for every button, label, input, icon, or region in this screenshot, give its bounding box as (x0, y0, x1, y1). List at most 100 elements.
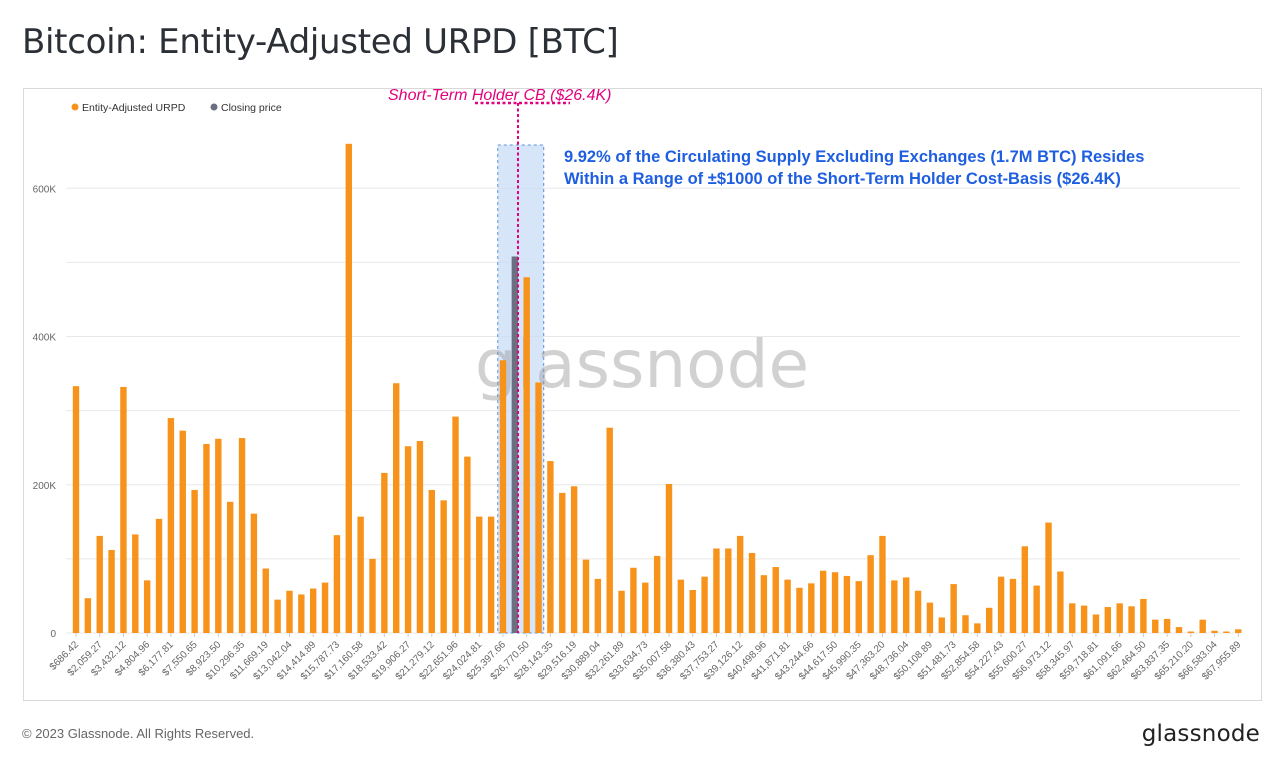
urpd-bar[interactable] (345, 143, 352, 633)
urpd-bar[interactable] (950, 584, 957, 633)
urpd-bar[interactable] (487, 516, 495, 633)
urpd-bar[interactable] (594, 578, 602, 633)
urpd-bar[interactable] (1057, 571, 1064, 633)
urpd-bar[interactable] (986, 607, 993, 633)
urpd-bar[interactable] (1199, 619, 1206, 633)
urpd-bar[interactable] (333, 535, 341, 633)
urpd-bar[interactable] (819, 570, 827, 633)
urpd-bar[interactable] (476, 516, 483, 633)
urpd-bar[interactable] (167, 418, 175, 633)
urpd-bar[interactable] (298, 594, 305, 633)
urpd-bar[interactable] (215, 438, 222, 633)
urpd-bar[interactable] (1235, 629, 1242, 633)
urpd-bar[interactable] (274, 599, 281, 633)
urpd-bar[interactable] (1021, 546, 1028, 633)
urpd-bar[interactable] (1080, 605, 1088, 633)
urpd-bar[interactable] (796, 587, 803, 633)
urpd-bar[interactable] (547, 461, 554, 633)
urpd-bar[interactable] (713, 548, 720, 633)
urpd-bar[interactable] (1045, 522, 1052, 633)
urpd-bar[interactable] (736, 535, 744, 633)
urpd-bar[interactable] (1223, 631, 1230, 633)
urpd-bar[interactable] (772, 567, 779, 633)
urpd-bar[interactable] (1140, 598, 1147, 633)
urpd-bar[interactable] (653, 555, 661, 633)
urpd-bar[interactable] (1152, 619, 1159, 633)
urpd-bar[interactable] (428, 489, 435, 633)
legend-label-closing-price[interactable]: Closing price (221, 102, 282, 114)
urpd-bar[interactable] (203, 444, 210, 633)
urpd-bar[interactable] (914, 590, 922, 633)
urpd-bar[interactable] (1175, 627, 1183, 633)
urpd-bar[interactable] (1163, 618, 1171, 633)
urpd-bar[interactable] (72, 386, 80, 633)
urpd-bar[interactable] (226, 501, 234, 633)
urpd-bar[interactable] (262, 568, 269, 633)
urpd-bar[interactable] (1092, 614, 1100, 633)
urpd-bar[interactable] (108, 549, 115, 633)
urpd-bar[interactable] (523, 277, 530, 633)
urpd-bar[interactable] (238, 438, 246, 633)
urpd-bar[interactable] (499, 360, 507, 633)
urpd-bar[interactable] (831, 572, 839, 633)
urpd-bar[interactable] (665, 484, 673, 633)
urpd-bar[interactable] (760, 575, 768, 633)
urpd-bar[interactable] (310, 588, 317, 633)
urpd-bar[interactable] (357, 516, 364, 633)
urpd-bar[interactable] (642, 582, 649, 633)
urpd-bar[interactable] (143, 580, 151, 633)
urpd-bar[interactable] (286, 590, 293, 633)
legend-label-urpd[interactable]: Entity-Adjusted URPD (82, 102, 186, 114)
urpd-bar[interactable] (1104, 607, 1112, 633)
urpd-bar[interactable] (962, 615, 969, 633)
urpd-bar[interactable] (618, 590, 625, 633)
urpd-bar[interactable] (974, 623, 981, 633)
urpd-bar[interactable] (997, 576, 1005, 633)
urpd-bar[interactable] (250, 513, 258, 633)
urpd-bar[interactable] (606, 427, 613, 633)
urpd-bar[interactable] (440, 500, 447, 633)
urpd-bar[interactable] (84, 598, 92, 633)
urpd-bar[interactable] (1116, 603, 1123, 633)
urpd-bar[interactable] (416, 441, 424, 633)
urpd-bar[interactable] (630, 567, 637, 633)
urpd-bar[interactable] (1009, 578, 1017, 633)
urpd-bar[interactable] (1033, 585, 1040, 633)
urpd-bar[interactable] (393, 383, 400, 633)
urpd-bar[interactable] (855, 581, 862, 633)
urpd-bar[interactable] (784, 579, 791, 633)
urpd-bar[interactable] (891, 580, 898, 633)
urpd-bar[interactable] (903, 577, 910, 633)
urpd-bar[interactable] (725, 548, 732, 633)
urpd-bar[interactable] (879, 535, 886, 633)
urpd-bar[interactable] (701, 576, 708, 633)
urpd-bar[interactable] (570, 486, 578, 633)
closing-price-bar[interactable] (511, 256, 519, 633)
urpd-bar[interactable] (582, 559, 590, 633)
urpd-bar[interactable] (1187, 631, 1195, 633)
urpd-bar[interactable] (132, 534, 139, 633)
urpd-bar[interactable] (808, 583, 815, 633)
urpd-bar[interactable] (748, 552, 756, 633)
urpd-bar[interactable] (1211, 630, 1218, 633)
urpd-bar[interactable] (452, 416, 459, 633)
urpd-bar[interactable] (155, 518, 163, 633)
urpd-bar[interactable] (369, 558, 376, 633)
urpd-bar[interactable] (179, 430, 186, 633)
urpd-bar[interactable] (191, 489, 198, 633)
urpd-bar[interactable] (559, 492, 566, 633)
urpd-bar[interactable] (689, 590, 696, 633)
urpd-bar[interactable] (535, 382, 542, 633)
urpd-bar[interactable] (1128, 606, 1135, 633)
urpd-bar[interactable] (464, 456, 471, 633)
urpd-bar[interactable] (677, 579, 685, 633)
urpd-bar[interactable] (120, 386, 127, 633)
urpd-bar[interactable] (321, 582, 329, 633)
urpd-bar[interactable] (867, 555, 874, 633)
urpd-bar[interactable] (843, 575, 851, 633)
urpd-bar[interactable] (938, 617, 945, 633)
urpd-bar[interactable] (96, 535, 103, 633)
urpd-bar[interactable] (381, 472, 388, 633)
urpd-bar[interactable] (926, 602, 934, 633)
urpd-bar[interactable] (404, 446, 412, 633)
